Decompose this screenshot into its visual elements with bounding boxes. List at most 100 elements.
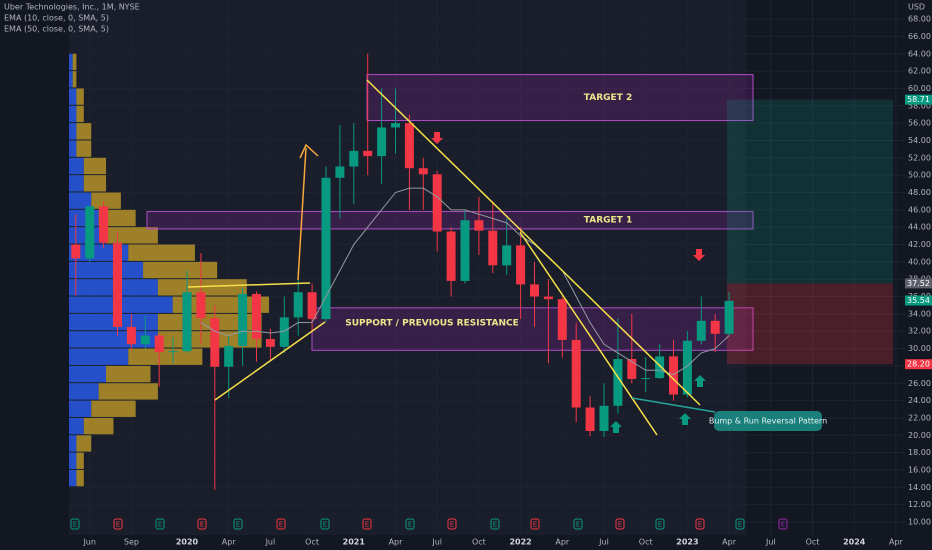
trend-line (519, 231, 658, 436)
event-badge (197, 518, 207, 530)
y-tick-label: 40.00 (908, 257, 931, 266)
event-badge (655, 518, 665, 530)
profile-down (83, 157, 107, 175)
candle-body (224, 345, 234, 367)
candle-body (335, 166, 345, 178)
profile-up (69, 400, 92, 417)
y-tick-label: 50.00 (908, 171, 931, 180)
event-badge (530, 518, 540, 530)
event-badge (233, 518, 243, 530)
profile-up (69, 261, 144, 279)
down-arrow (431, 132, 443, 144)
annotation-box (714, 411, 822, 431)
event-label: E (408, 521, 412, 529)
y-tick-label: 16.00 (908, 465, 931, 474)
profile-down (72, 71, 77, 88)
indicator-label: EMA (10, close, 0, SMA, 5) (4, 14, 109, 23)
price-tag (905, 295, 932, 306)
profile-down (76, 435, 92, 452)
event-label: E (493, 521, 497, 529)
price-tag-label: 35.54 (907, 296, 930, 305)
zone-label: TARGET 2 (584, 93, 632, 103)
axes: 10.00 12.00 14.00 16.00 18.00 20.00 22.00 24.00… (82, 15, 932, 547)
candle-body (696, 320, 706, 341)
candle-body (349, 150, 359, 167)
event-label: E (279, 521, 283, 529)
event-badge (615, 518, 625, 530)
x-tick-label: 2020 (176, 538, 199, 547)
candles (71, 53, 734, 490)
y-tick-label: 42.00 (908, 240, 931, 249)
candle-body (655, 356, 665, 379)
loss-zone (727, 283, 893, 365)
candle-body (571, 339, 581, 408)
candle-body (252, 293, 261, 340)
profit-zone (727, 99, 893, 284)
event-badge (320, 518, 330, 530)
candle-body (502, 245, 512, 266)
event-badge (447, 518, 457, 530)
profile-up (69, 383, 99, 400)
candle-body (210, 318, 220, 367)
y-tick-label: 34.00 (908, 309, 931, 318)
event-label: E (533, 521, 537, 529)
candle-body (126, 326, 136, 345)
profile-up (69, 175, 84, 192)
x-tick-label: Sep (124, 538, 139, 547)
price-tag (905, 278, 932, 289)
candle-body (557, 299, 567, 340)
profile-up (69, 192, 92, 209)
candle-body (391, 123, 400, 128)
event-label: E (450, 521, 454, 529)
trend-line (366, 79, 701, 406)
event-badge (695, 518, 705, 530)
event-label: E (738, 521, 742, 529)
candle-body (404, 123, 414, 169)
candle-body (238, 293, 248, 346)
candle-body (182, 292, 192, 352)
x-tick-label: Oct (639, 538, 653, 547)
x-tick-label: Jul (598, 538, 609, 547)
signal-arrows (431, 132, 706, 433)
candle-body (71, 244, 81, 259)
x-tick-label: 2024 (843, 538, 866, 547)
x-tick-label: Oct (305, 538, 319, 547)
y-tick-label: 26.00 (908, 379, 931, 388)
trend-lines (187, 79, 716, 436)
y-tick-label: 24.00 (908, 396, 931, 405)
candle-body (377, 127, 387, 157)
x-tick-label: Jul (765, 538, 776, 547)
event-badge (113, 518, 123, 530)
x-tick-label: Apr (389, 538, 404, 547)
candle-body (543, 296, 553, 300)
candle-body (446, 231, 456, 281)
candle-body (140, 335, 150, 345)
y-tick-label: 20.00 (908, 431, 931, 440)
position-tool (727, 99, 893, 365)
profile-up (69, 435, 77, 452)
y-tick-label: 12.00 (908, 500, 931, 509)
event-badge (276, 518, 286, 530)
profile-up (69, 88, 77, 105)
y-tick-label: 68.00 (908, 15, 931, 24)
up-arrow (694, 375, 706, 387)
price-tag (905, 94, 932, 105)
candle-body (585, 407, 595, 431)
price-tag-label: 28.20 (907, 360, 930, 369)
profile-down (91, 400, 136, 417)
profile-down (98, 383, 158, 400)
y-tick-label: 66.00 (908, 32, 931, 41)
y-tick-label: 32.00 (908, 327, 931, 336)
event-label: E (658, 521, 662, 529)
event-badge (155, 518, 165, 530)
zone (366, 74, 754, 122)
price-tag-label: 58.71 (907, 95, 930, 104)
pointer-line (631, 397, 716, 413)
x-tick-label: Oct (806, 538, 820, 547)
event-label: E (365, 521, 369, 529)
ema-line (200, 187, 730, 376)
arrow (299, 143, 319, 159)
profile-up (69, 348, 129, 365)
